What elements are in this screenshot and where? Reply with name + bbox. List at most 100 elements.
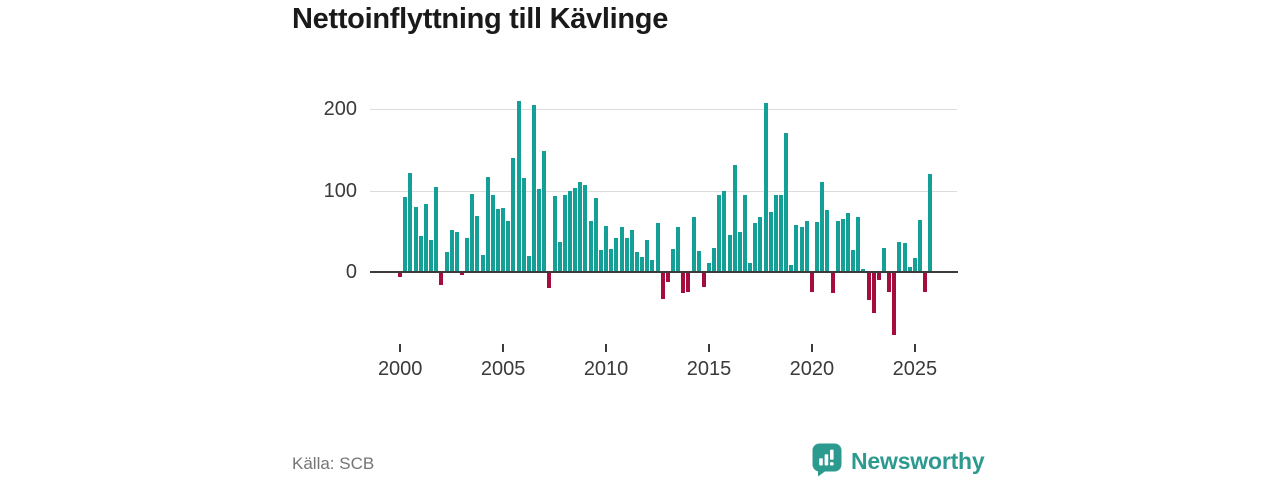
x-axis-label: 2010: [583, 358, 629, 380]
bar-positive: [897, 241, 902, 272]
gridline-200: [370, 109, 957, 110]
bar-positive: [845, 213, 850, 272]
bar-positive: [516, 100, 521, 272]
newsworthy-logo-icon: [812, 443, 842, 477]
bar-positive: [840, 219, 845, 272]
bar-negative: [681, 272, 686, 294]
bar-positive: [835, 220, 840, 272]
bar-negative: [665, 272, 670, 282]
bar-positive: [670, 249, 675, 272]
bar-positive: [789, 264, 794, 272]
bar-positive: [737, 232, 742, 272]
bar-positive: [779, 194, 784, 272]
bar-positive: [418, 236, 423, 272]
bar-positive: [609, 249, 614, 272]
bar-positive: [912, 258, 917, 272]
bar-positive: [470, 193, 475, 272]
bar-positive: [573, 188, 578, 272]
bar-positive: [506, 220, 511, 272]
bar-positive: [856, 217, 861, 272]
bar-positive: [480, 254, 485, 272]
bar-positive: [485, 176, 490, 272]
bar-positive: [537, 188, 542, 272]
bar-positive: [691, 216, 696, 272]
bar-positive: [727, 235, 732, 272]
bar-positive: [748, 263, 753, 272]
bar-positive: [820, 182, 825, 272]
bar-positive: [722, 190, 727, 272]
bar-positive: [753, 223, 758, 272]
bar-positive: [794, 224, 799, 272]
bar-positive: [604, 226, 609, 272]
bar-negative: [923, 272, 928, 292]
bar-positive: [928, 174, 933, 272]
bar-positive: [403, 197, 408, 272]
bar-negative: [686, 272, 691, 292]
bar-positive: [732, 165, 737, 272]
bar-positive: [562, 194, 567, 272]
bar-positive: [712, 248, 717, 272]
bar-positive: [449, 230, 454, 272]
bar-positive: [521, 178, 526, 272]
bar-negative: [876, 272, 881, 281]
bar-positive: [650, 259, 655, 272]
bar-positive: [902, 242, 907, 272]
bar-positive: [454, 232, 459, 272]
x-axis-tick: [810, 344, 813, 352]
bar-positive: [423, 204, 428, 272]
bar-positive: [907, 267, 912, 272]
bar-positive: [696, 250, 701, 272]
bar-positive: [526, 255, 531, 272]
bar-negative: [459, 272, 464, 276]
bar-positive: [429, 240, 434, 272]
bar-positive: [568, 190, 573, 272]
bar-positive: [645, 240, 650, 272]
bar-negative: [439, 272, 444, 286]
bar-positive: [511, 157, 516, 272]
bar-negative: [871, 272, 876, 313]
brand-wordmark: Newsworthy: [851, 448, 985, 474]
bar-positive: [743, 194, 748, 272]
x-axis-label: 2000: [377, 358, 423, 380]
x-axis-tick: [913, 344, 916, 352]
bar-positive: [861, 268, 866, 272]
x-axis-line: [370, 271, 958, 273]
bar-positive: [918, 219, 922, 272]
bar-positive: [624, 237, 629, 272]
bar-negative: [660, 272, 665, 299]
bar-positive: [773, 195, 778, 272]
bar-positive: [465, 237, 470, 272]
x-axis-tick: [707, 344, 710, 352]
bar-positive: [593, 197, 598, 272]
bar-negative: [701, 272, 706, 287]
bar-positive: [815, 222, 820, 272]
bar-positive: [655, 223, 660, 272]
bar-positive: [784, 132, 789, 272]
bar-positive: [444, 251, 449, 272]
x-axis-label: 2015: [686, 358, 732, 380]
bar-positive: [851, 249, 856, 272]
bar-positive: [495, 209, 500, 272]
y-axis-label: 100: [323, 179, 357, 202]
bar-positive: [619, 227, 624, 272]
x-axis-label: 2005: [480, 358, 526, 380]
bar-positive: [804, 221, 809, 272]
bar-positive: [881, 248, 886, 272]
bar-positive: [758, 217, 763, 272]
bar-positive: [588, 221, 593, 272]
bar-positive: [434, 187, 439, 272]
bar-negative: [398, 272, 403, 277]
bar-positive: [532, 104, 536, 272]
bar-positive: [542, 151, 547, 272]
bar-negative: [866, 272, 871, 300]
bar-positive: [557, 241, 562, 272]
bar-positive: [413, 206, 418, 272]
bar-positive: [676, 227, 681, 272]
bar-positive: [768, 211, 773, 272]
x-axis-label: 2025: [892, 358, 938, 380]
bar-positive: [825, 210, 830, 272]
bar-negative: [887, 272, 892, 292]
bar-positive: [408, 173, 413, 272]
bar-positive: [490, 194, 495, 272]
